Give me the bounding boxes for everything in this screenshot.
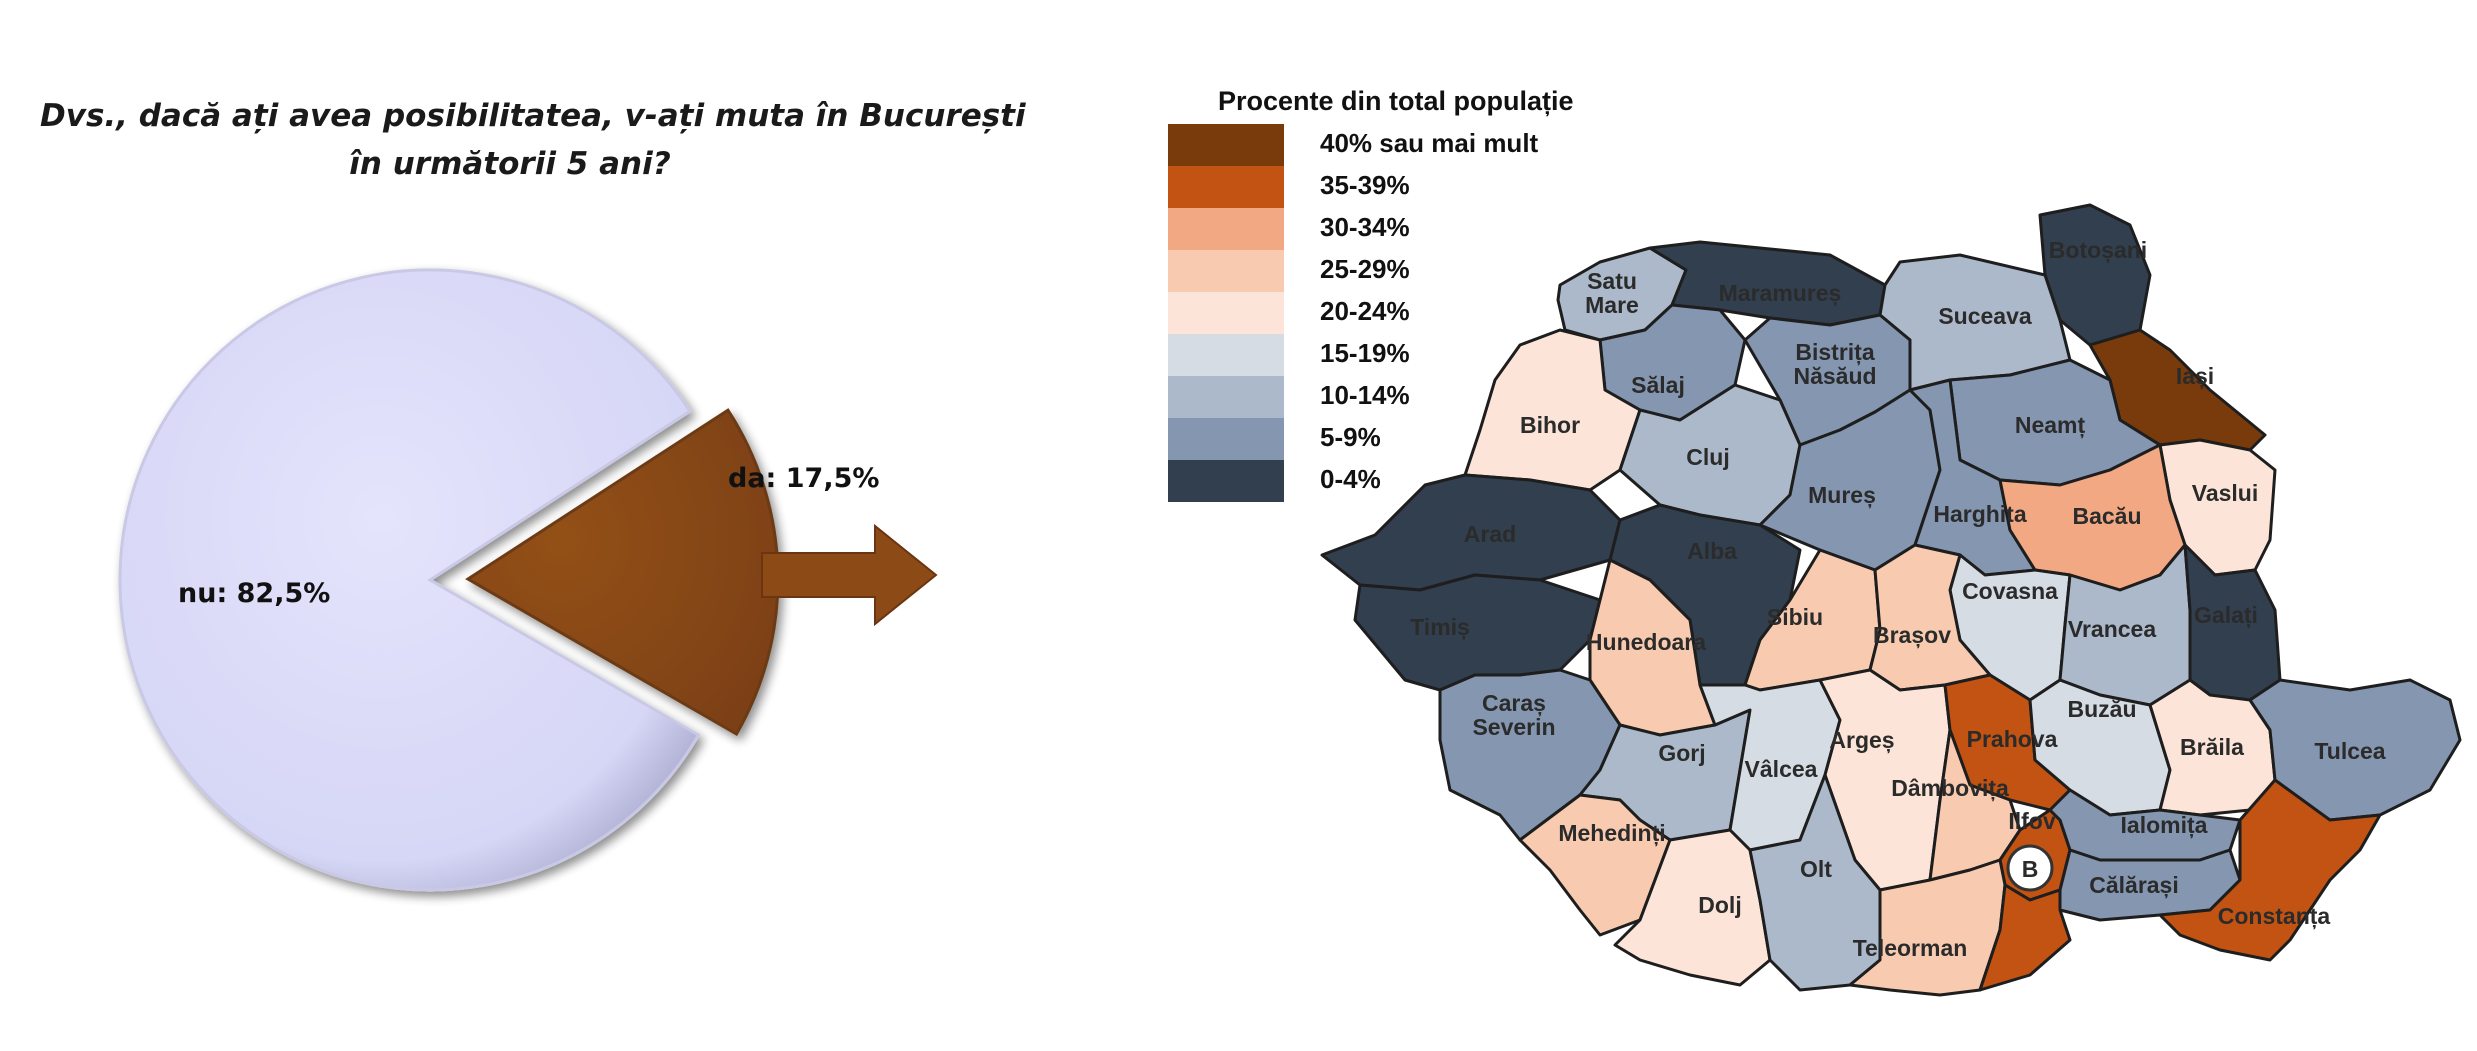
legend-swatch xyxy=(1168,250,1284,292)
legend-label: 15-19% xyxy=(1320,338,1410,368)
county-label-arad: Arad xyxy=(1464,521,1516,547)
legend-label: 5-9% xyxy=(1320,422,1381,452)
county-label-suceava: Suceava xyxy=(1938,303,2032,329)
county-label-tulcea: Tulcea xyxy=(2314,738,2385,764)
county-label-dambovita: Dâmbovița xyxy=(1891,775,2009,802)
county-label-galati: Galați xyxy=(2194,602,2258,629)
county-label-satu-mare: Satu Mare xyxy=(1585,268,1639,318)
county-label-neamt: Neamț xyxy=(2015,412,2086,439)
county-label-teleorman: Teleorman xyxy=(1853,935,1968,961)
county-label-timis: Timiș xyxy=(1410,614,1470,641)
county-label-mures: Mureș xyxy=(1808,482,1876,509)
legend-label: 10-14% xyxy=(1320,380,1410,410)
legend-label: 30-34% xyxy=(1320,212,1410,242)
county-label-brasov: Brașov xyxy=(1873,622,1951,649)
county-label-botosani: Botoșani xyxy=(2049,237,2147,264)
county-label-hunedoara: Hunedoara xyxy=(1586,629,1706,655)
chart-title-line1: Dvs., dacă ați avea posibilitatea, v-ați… xyxy=(40,98,1026,134)
bucharest-marker xyxy=(2006,844,2054,892)
county-label-bistrita-nasaud: Bistrița Năsăud xyxy=(1793,339,1876,389)
county-label-sibiu: Sibiu xyxy=(1767,604,1823,630)
county-label-vrancea: Vrancea xyxy=(2068,616,2156,642)
legend-label: 0-4% xyxy=(1320,464,1381,494)
county-label-bihor: Bihor xyxy=(1520,412,1580,438)
county-label-arges: Argeș xyxy=(1829,727,1894,754)
pie-slice-nu xyxy=(118,268,701,892)
chart-title: Dvs., dacă ați avea posibilitatea, v-ați… xyxy=(40,92,1026,188)
chart-title-line2: în următorii 5 ani? xyxy=(349,146,671,182)
county-bihor xyxy=(1463,328,1642,492)
legend-swatch xyxy=(1168,418,1284,460)
county-label-vaslui: Vaslui xyxy=(2192,480,2258,506)
legend-swatch xyxy=(1168,334,1284,376)
county-label-constanta: Constanța xyxy=(2218,903,2331,930)
county-label-covasna: Covasna xyxy=(1962,578,2058,604)
county-label-buzau: Buzău xyxy=(2068,696,2137,722)
legend-swatch xyxy=(1168,376,1284,418)
legend-label: 40% sau mai mult xyxy=(1320,128,1539,158)
county-label-gorj: Gorj xyxy=(1658,740,1705,766)
county-label-olt: Olt xyxy=(1800,856,1832,882)
legend-label: 35-39% xyxy=(1320,170,1410,200)
legend-swatch xyxy=(1168,460,1284,502)
county-constanta xyxy=(2158,778,2382,962)
arrow-right-icon xyxy=(761,523,938,627)
legend-swatch xyxy=(1168,166,1284,208)
county-label-harghita: Harghita xyxy=(1933,501,2027,527)
county-label-valcea: Vâlcea xyxy=(1745,756,1818,782)
legend-label: 20-24% xyxy=(1320,296,1410,326)
county-label-mehedinti: Mehedinți xyxy=(1558,820,1665,847)
county-label-ialomita: Ialomița xyxy=(2121,812,2208,839)
county-label-braila: Brăila xyxy=(2180,734,2244,760)
legend-label: 25-29% xyxy=(1320,254,1410,284)
county-label-calarasi: Călărași xyxy=(2089,872,2179,899)
county-label-iasi: Iași xyxy=(2176,363,2214,390)
legend-title: Procente din total populație xyxy=(1218,86,1574,116)
legend-swatch xyxy=(1168,292,1284,334)
pie-chart: nu: 82,5% da: 17,5% xyxy=(118,268,938,892)
pie-label-nu: nu: 82,5% xyxy=(178,578,330,609)
county-giurgiu xyxy=(1978,883,2072,992)
county-label-caras-severin: Caraș Severin xyxy=(1472,690,1555,740)
county-label-prahova: Prahova xyxy=(1967,726,2058,752)
county-label-alba: Alba xyxy=(1687,538,1737,564)
county-label-maramures: Maramureș xyxy=(1719,280,1842,307)
county-label-ilfov: Ilfov xyxy=(2008,808,2055,834)
county-label-dolj: Dolj xyxy=(1698,892,1741,918)
county-label-cluj: Cluj xyxy=(1686,444,1729,470)
county-label-b: B xyxy=(2022,856,2039,882)
legend-swatch xyxy=(1168,208,1284,250)
pie-label-da: da: 17,5% xyxy=(728,463,879,494)
county-label-salaj: Sălaj xyxy=(1631,372,1685,398)
county-label-bacau: Bacău xyxy=(2072,503,2141,529)
legend-swatch xyxy=(1168,124,1284,166)
